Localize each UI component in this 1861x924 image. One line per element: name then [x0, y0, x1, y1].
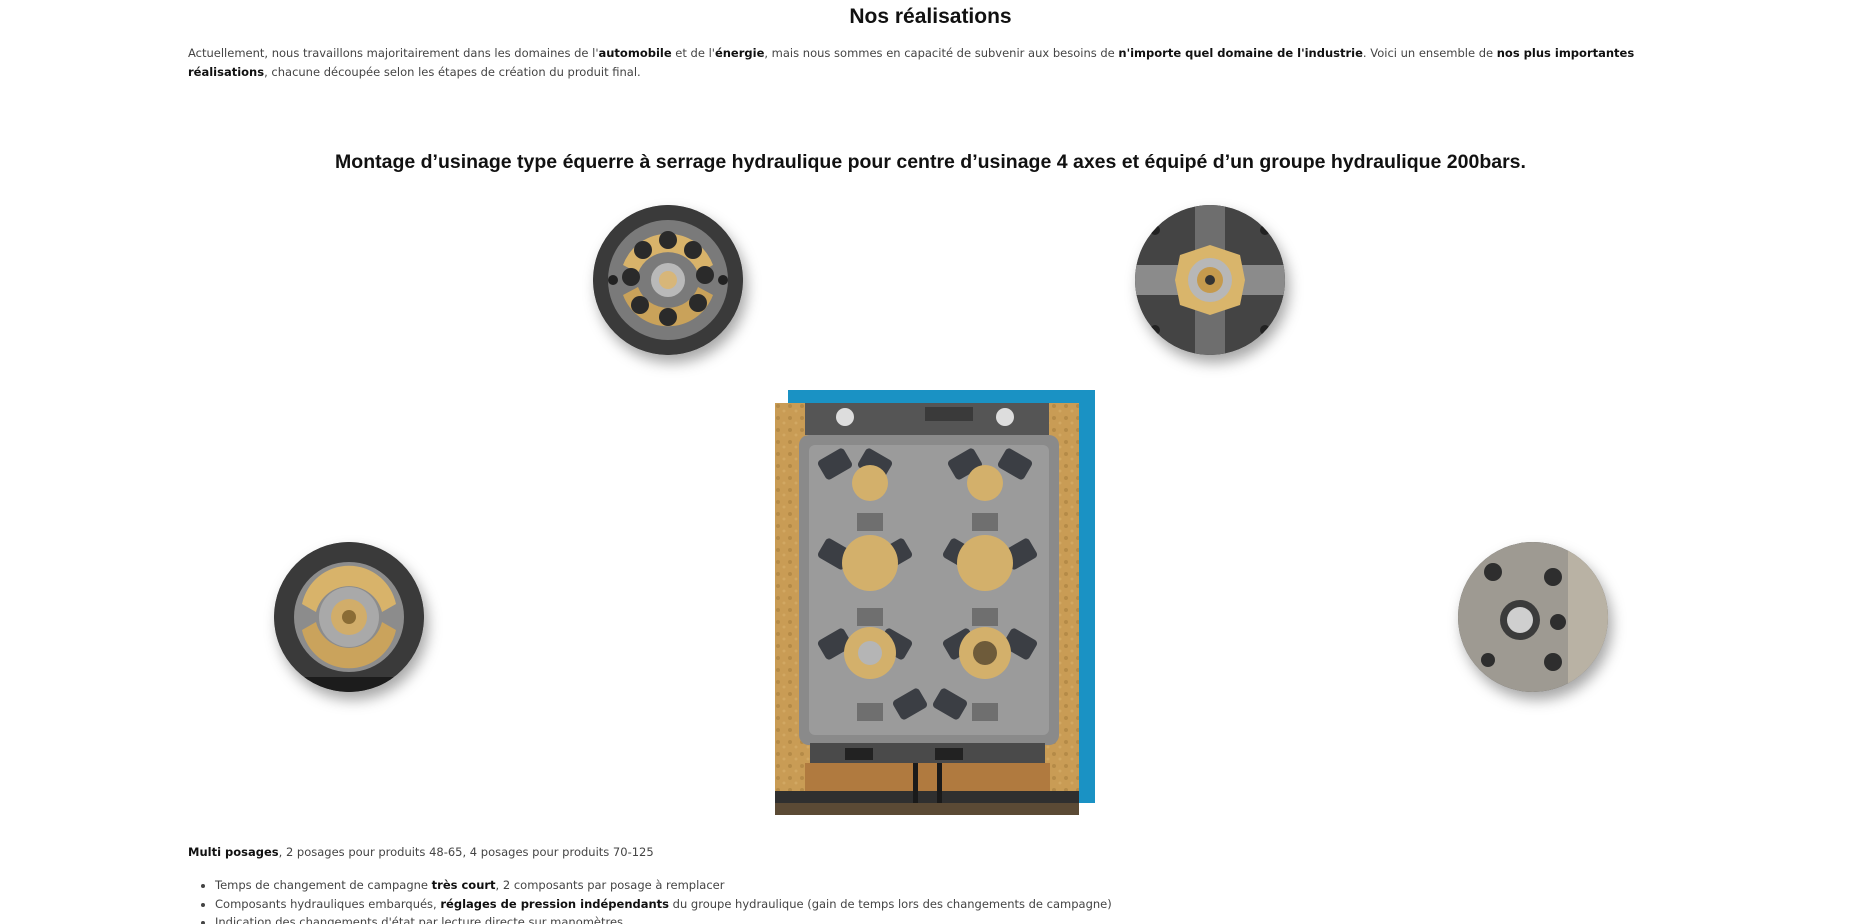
feature-item: Indication des changements d'état par le…: [215, 913, 1112, 924]
photo-circle-plate-holes[interactable]: [1458, 542, 1608, 692]
intro-bold-2: énergie: [714, 46, 765, 60]
features-lead: Multi posages, 2 posages pour produits 4…: [188, 845, 654, 859]
features-list: Temps de changement de campagne très cou…: [188, 876, 1112, 924]
photo-circle-center-bore[interactable]: [1135, 205, 1285, 355]
intro-text-1: Actuellement, nous travaillons majoritai…: [188, 46, 599, 60]
photo-circle-gear-detail[interactable]: [593, 205, 743, 355]
feature-text-bold: réglages de pression indépendants: [440, 896, 670, 911]
gear-detail-image: [593, 205, 743, 355]
intro-text-3: , mais nous sommes en capacité de subven…: [764, 46, 1119, 60]
intro-text-2: et de l': [671, 46, 715, 60]
features-lead-bold: Multi posages: [188, 845, 279, 859]
intro-text-5: , chacune découpée selon les étapes de c…: [264, 65, 641, 79]
intro-bold-4: nos plus importantes réalisations: [188, 46, 1635, 79]
feature-text-post: du groupe hydraulique (gain de temps lor…: [669, 896, 1112, 911]
features-lead-text: , 2 posages pour produits 48-65, 4 posag…: [278, 845, 654, 859]
section-title: Nos réalisations: [849, 5, 1012, 28]
spline-hub-image: [274, 542, 424, 692]
feature-text-pre: Composants hydrauliques embarqués,: [215, 896, 441, 911]
fixture-image: [775, 403, 1079, 815]
feature-text-pre: Temps de changement de campagne: [215, 878, 432, 892]
hydraulic-angle-fixture-photo[interactable]: [775, 403, 1079, 815]
feature-item: Temps de changement de campagne très cou…: [215, 876, 1112, 895]
product-title: Montage d’usinage type équerre à serrage…: [335, 151, 1526, 173]
feature-text-bold: très court: [431, 878, 496, 892]
intro-text-4: . Voici un ensemble de: [1362, 46, 1497, 60]
photo-circle-spline-hub[interactable]: [274, 542, 424, 692]
feature-text-pre: Indication des changements d'état par le…: [215, 915, 624, 924]
main-photo-wrapper: [775, 390, 1095, 815]
feature-text-post: , 2 composants par posage à remplacer: [495, 878, 725, 892]
plate-holes-image: [1458, 542, 1608, 692]
intro-bold-1: automobile: [598, 46, 672, 60]
feature-item: Composants hydrauliques embarqués, régla…: [215, 895, 1112, 914]
intro-paragraph: Actuellement, nous travaillons majoritai…: [188, 44, 1678, 82]
intro-bold-3: n'importe quel domaine de l'industrie: [1118, 46, 1363, 60]
center-bore-image: [1135, 205, 1285, 355]
